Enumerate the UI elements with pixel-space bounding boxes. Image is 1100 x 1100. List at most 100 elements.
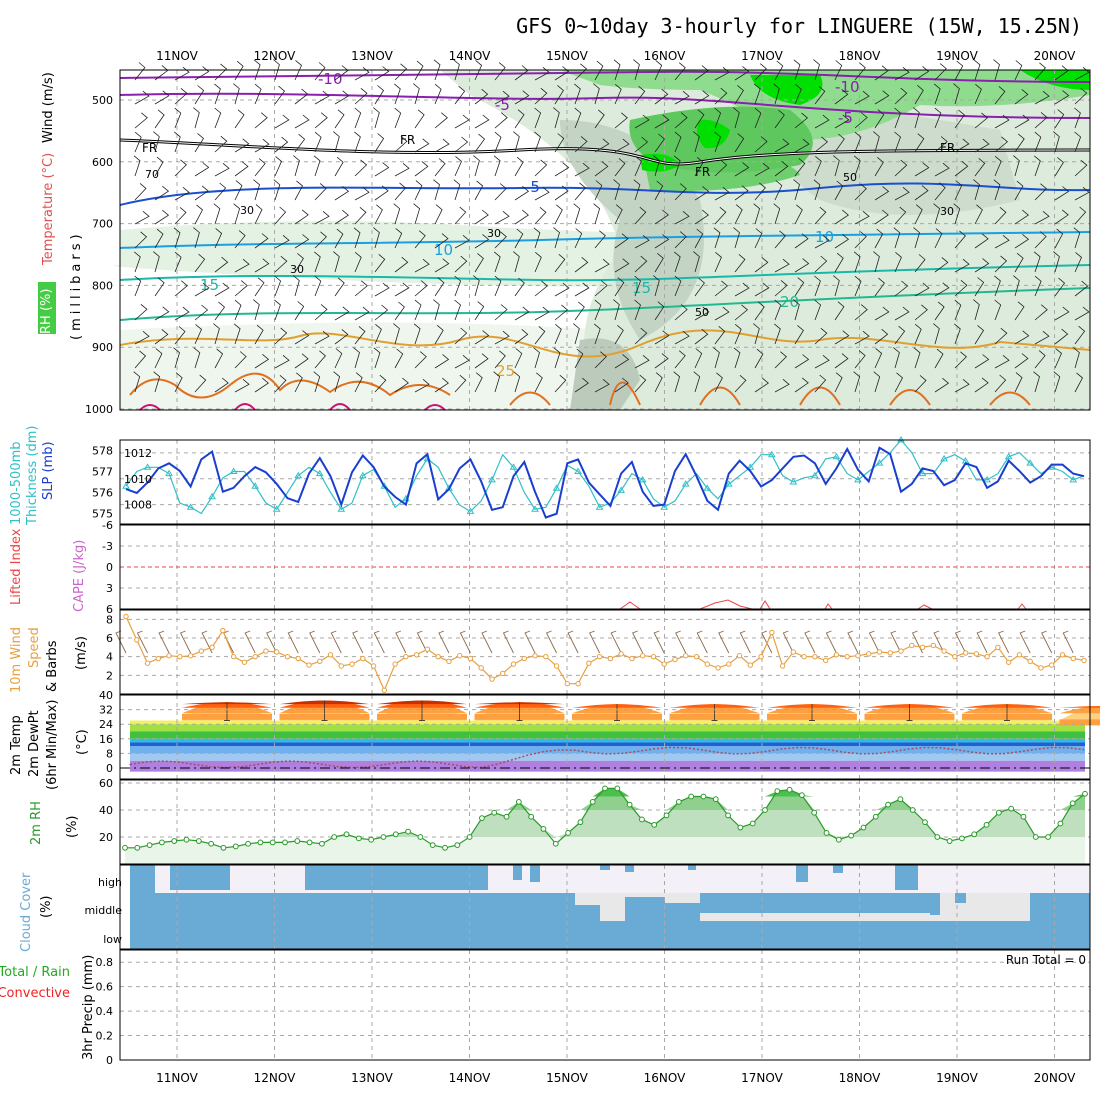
rh2m-point <box>885 801 891 808</box>
thickness-marker <box>229 467 238 474</box>
wind-barb <box>434 324 444 345</box>
wind-barb <box>1014 133 1025 153</box>
wind-speed-point <box>1027 658 1033 665</box>
wind-speed-point <box>758 653 764 660</box>
wind-barb <box>794 204 803 225</box>
wind-barb <box>213 323 220 345</box>
wind-barb <box>134 112 148 129</box>
wind-barb <box>214 256 229 273</box>
millibars-label: (millibars) <box>69 230 84 340</box>
wind10m-barb <box>524 630 536 654</box>
wind-barb <box>214 182 227 201</box>
date-label-bottom: 15NOV <box>546 1071 588 1085</box>
wind-barb <box>654 252 664 273</box>
wind-barb <box>233 203 241 225</box>
wind-barb <box>654 114 670 129</box>
thickness-marker <box>940 454 948 462</box>
rh2m-point <box>1045 834 1051 840</box>
slp-thickness-panel: 578 577 576 575 1012 1010 1008 <box>92 436 1091 525</box>
wind-speed-point <box>413 652 420 658</box>
rh-area-fill <box>125 788 1085 864</box>
wind-barb <box>1014 372 1023 393</box>
wind-barb <box>1054 277 1066 297</box>
wind-barb <box>454 136 469 153</box>
wind-barb <box>454 327 468 345</box>
thickness-marker <box>466 507 475 514</box>
temp2m-unit: (°C) <box>75 729 90 755</box>
wind-speed-point <box>1038 665 1044 671</box>
wind-barb <box>253 299 260 321</box>
temperature-band <box>130 738 1085 743</box>
wind-barb <box>874 209 889 225</box>
wind-barb <box>533 227 541 249</box>
wind-barb <box>314 330 330 345</box>
wind-barb <box>734 162 750 177</box>
wind-barb <box>174 87 188 105</box>
wind10m-barb <box>847 630 859 654</box>
temperature-band <box>130 760 1085 772</box>
thickness-marker <box>143 463 152 470</box>
wind-barb <box>934 282 950 297</box>
wind-barb <box>294 253 304 273</box>
date-axis-top: 11NOV 12NOV 13NOV 14NOV 15NOV 16NOV 17NOV 18NOV… <box>156 49 1076 63</box>
contour-label: 15 <box>632 279 651 297</box>
wind-barb <box>614 324 624 345</box>
contour-label: -10 <box>835 78 860 96</box>
contour-label: -5 <box>495 96 510 114</box>
wind-barb <box>454 299 461 321</box>
wind-barb <box>973 59 981 81</box>
wind-barb <box>974 157 986 177</box>
rh2m-point <box>232 843 239 850</box>
temperature-band <box>130 731 1085 739</box>
wind-barb <box>754 63 767 81</box>
wind-barb <box>174 66 190 81</box>
wind-barb <box>733 107 740 129</box>
rh2m-point <box>319 840 325 847</box>
wind-barb <box>334 306 350 321</box>
wind-barb <box>574 162 590 177</box>
wind-barb <box>514 348 523 369</box>
wind-barb <box>933 203 941 225</box>
wind-speed-point <box>855 653 861 659</box>
wind10m-barb <box>244 630 256 654</box>
wind-barb <box>854 90 870 105</box>
wind-barb <box>134 62 146 81</box>
rh2m-point <box>675 799 682 805</box>
wind-barb <box>754 107 762 129</box>
rh2m-point <box>171 838 178 844</box>
wind-barb <box>773 203 781 225</box>
wind-barb <box>954 230 966 249</box>
wind-barb <box>414 230 426 249</box>
wind-barb <box>474 372 483 393</box>
wind-barb <box>234 378 250 393</box>
wind-barb <box>1054 328 1069 345</box>
wind-barb <box>654 330 670 345</box>
wind-barb <box>853 251 861 273</box>
wind-barb <box>253 59 261 81</box>
wind-barb <box>974 354 990 369</box>
contour-label: 15 <box>200 276 219 294</box>
rh2m-point <box>417 834 424 840</box>
wind-barb <box>314 231 327 249</box>
wind-barb <box>194 304 209 321</box>
wind-barb <box>334 209 349 225</box>
wind-barb <box>214 377 229 393</box>
wind-barb <box>154 348 163 369</box>
rh2m-point <box>639 816 645 823</box>
wind-barb <box>194 133 205 153</box>
wind-barb <box>594 180 603 201</box>
wind10m-barb <box>782 630 794 654</box>
wind-barb <box>1014 114 1030 129</box>
wind-barb <box>254 277 265 297</box>
rh-fill-band <box>125 788 1085 797</box>
wind-barb <box>234 280 248 297</box>
wind-barb <box>1074 252 1082 273</box>
rh2m-point <box>749 820 756 827</box>
wind-barb <box>354 306 370 321</box>
wind-barb <box>994 299 1002 321</box>
rh2m-point <box>552 840 559 847</box>
wind-barb <box>553 347 561 369</box>
thickness-marker <box>681 480 690 487</box>
wind-barb <box>713 227 721 249</box>
wind-barb <box>374 204 383 225</box>
